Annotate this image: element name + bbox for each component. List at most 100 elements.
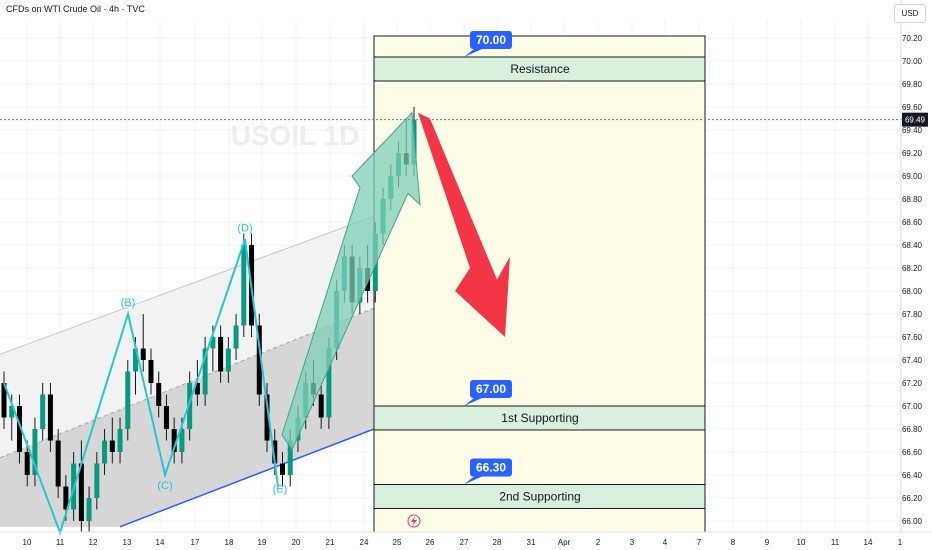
forecast-down-arrow	[418, 112, 510, 337]
price-axis-tick: 66.60	[902, 448, 923, 457]
lightning-icon-bolt	[411, 516, 417, 527]
price-axis-tick: 69.40	[902, 126, 923, 135]
channel-upper-line	[0, 215, 375, 355]
price-axis-tick: 67.80	[902, 310, 923, 319]
time-axis-tick: 17	[191, 538, 200, 547]
last-price-badge	[902, 112, 928, 127]
candle-body	[148, 360, 154, 383]
time-axis-tick: 11	[831, 538, 840, 547]
time-axis-tick: 10	[23, 538, 32, 547]
time-axis-tick: 28	[493, 538, 502, 547]
candle-body	[287, 440, 293, 475]
price-axis-tick: 66.40	[902, 471, 923, 480]
channel-upper-zone	[0, 216, 374, 458]
resistance-zone	[373, 56, 706, 82]
time-axis-tick: 4	[663, 538, 668, 547]
time-axis-tick: 14	[156, 538, 165, 547]
candle-body	[210, 337, 216, 349]
wave-label: (C)	[157, 480, 172, 492]
chart-header-title: CFDs on WTI Crude Oil · 4h · TVC	[6, 4, 145, 14]
time-axis-tick: 12	[89, 538, 98, 547]
candle-body	[326, 348, 332, 418]
last-price-badge-text: 69.49	[905, 116, 926, 125]
candle-body	[63, 486, 69, 510]
candle-body	[9, 406, 15, 418]
price-axis-tick: 67.00	[902, 402, 923, 411]
price-axis-tick: 68.40	[902, 241, 923, 250]
lightning-icon	[407, 514, 421, 528]
candle-body	[1, 383, 7, 418]
candle-body	[47, 394, 53, 441]
time-axis-tick: 3	[630, 538, 635, 547]
time-axis-tick: 24	[360, 538, 369, 547]
time-axis-tick: 8	[731, 538, 736, 547]
candle-body	[40, 394, 46, 429]
candle-body	[102, 440, 108, 464]
support2-zone-label: 2nd Supporting	[499, 490, 580, 504]
support1-zone-price-tag	[470, 380, 512, 398]
support1-zone-price-tag-text: 67.00	[476, 382, 506, 396]
time-axis-tick: 2	[596, 538, 601, 547]
candle-body	[202, 348, 208, 395]
price-axis-tick: 68.80	[902, 195, 923, 204]
time-axis-tick: 13	[123, 538, 132, 547]
channel-lower-zone	[0, 308, 374, 527]
time-axis-tick: 14	[864, 538, 873, 547]
resistance-zone-price-tag-text: 70.00	[476, 33, 506, 47]
price-axis-tick: 66.00	[902, 517, 923, 526]
time-axis-tick: 27	[460, 538, 469, 547]
support2-zone-price-tag-text: 66.30	[476, 461, 506, 475]
support2-zone-price-tag-pointer	[464, 476, 482, 485]
time-axis-tick: 20	[292, 538, 301, 547]
price-axis-tick: 67.60	[902, 333, 923, 342]
candle-body	[55, 440, 61, 487]
candle-body	[32, 429, 38, 475]
support2-zone	[373, 484, 706, 509]
resistance-zone-price-tag-pointer	[464, 49, 482, 57]
candle-body	[318, 394, 324, 418]
candle-body	[179, 429, 185, 452]
price-axis-tick: 66.20	[902, 494, 923, 503]
price-axis-tick: 69.80	[902, 80, 923, 89]
candle-body	[256, 325, 262, 395]
time-axis-tick: 25	[393, 538, 402, 547]
wave-zigzag-line	[3, 238, 279, 536]
time-axis-tick: 31	[527, 538, 536, 547]
time-axis-tick: 10	[797, 538, 806, 547]
candle-body	[187, 383, 193, 429]
price-axis-tick: 70.20	[902, 34, 923, 43]
wave-label: (E)	[273, 484, 288, 496]
candle-body	[171, 429, 177, 452]
candle-body	[163, 406, 169, 429]
price-axis-tick: 68.00	[902, 287, 923, 296]
candle-body	[225, 348, 231, 372]
time-axis-tick: 1	[898, 538, 903, 547]
price-axis-tick: 66.80	[902, 425, 923, 434]
time-axis-tick: 9	[765, 538, 770, 547]
candle-body	[218, 337, 224, 372]
candle-body	[16, 406, 22, 452]
support1-zone-label: 1st Supporting	[501, 411, 578, 425]
candle-body	[233, 325, 239, 349]
support1-zone	[373, 405, 706, 431]
forecast-box	[373, 35, 706, 533]
price-axis-tick: 68.60	[902, 218, 923, 227]
candle-body	[125, 371, 131, 429]
candle-body	[264, 394, 270, 441]
candle-body	[156, 383, 162, 406]
time-axis-tick: 19	[258, 538, 267, 547]
resistance-zone-label: Resistance	[510, 62, 570, 76]
price-axis-tick: 69.20	[902, 149, 923, 158]
candle-body	[133, 348, 139, 372]
time-axis-tick: 26	[426, 538, 435, 547]
price-axis-tick: 70.00	[902, 57, 923, 66]
symbol-watermark: USOIL 1D	[231, 120, 360, 151]
candle-body	[241, 245, 247, 326]
currency-button[interactable]: USD	[894, 4, 926, 23]
candle-body	[109, 440, 115, 452]
price-axis-tick: 68.20	[902, 264, 923, 273]
candle-body	[78, 463, 84, 521]
time-axis-tick: 21	[326, 538, 335, 547]
candle-body	[272, 440, 278, 464]
